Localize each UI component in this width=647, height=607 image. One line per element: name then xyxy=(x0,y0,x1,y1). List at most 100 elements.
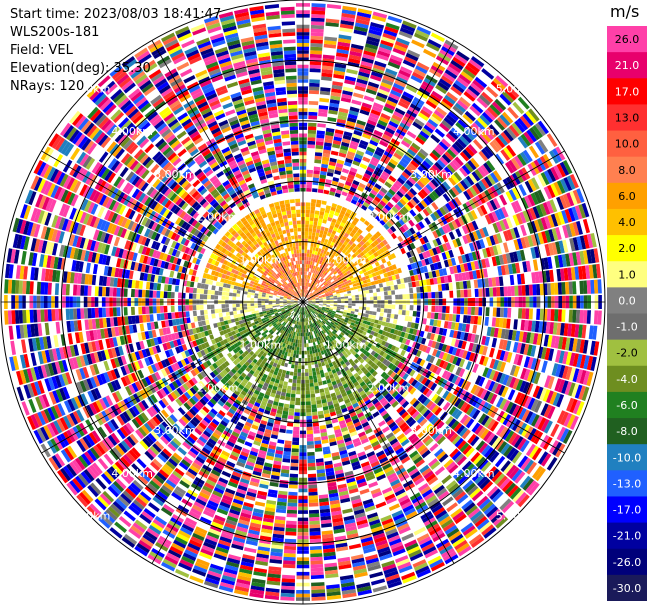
velocity-gate xyxy=(243,502,254,508)
velocity-gate xyxy=(355,231,361,238)
velocity-gate xyxy=(347,320,352,325)
velocity-gate xyxy=(324,309,329,313)
velocity-gate xyxy=(167,549,182,559)
velocity-gate xyxy=(361,204,368,211)
velocity-gate xyxy=(319,312,324,316)
velocity-gate xyxy=(312,246,316,251)
velocity-gate xyxy=(501,500,515,514)
velocity-gate xyxy=(347,193,354,199)
velocity-gate xyxy=(496,233,503,244)
velocity-gate xyxy=(349,316,354,320)
velocity-gate xyxy=(424,217,431,225)
velocity-gate xyxy=(516,438,527,451)
velocity-gate xyxy=(416,293,421,299)
velocity-gate xyxy=(457,119,469,130)
velocity-gate xyxy=(284,351,288,356)
velocity-gate xyxy=(306,321,309,326)
velocity-gate xyxy=(355,123,365,130)
velocity-gate xyxy=(331,312,336,316)
velocity-gate xyxy=(341,206,348,212)
velocity-gate xyxy=(327,216,333,222)
velocity-gate xyxy=(336,295,341,298)
velocity-gate xyxy=(348,303,352,306)
velocity-gate xyxy=(339,494,350,500)
velocity-gate xyxy=(380,174,388,181)
velocity-gate xyxy=(246,461,255,467)
velocity-gate xyxy=(559,161,570,176)
velocity-gate xyxy=(310,316,313,320)
velocity-gate xyxy=(419,418,428,427)
velocity-gate xyxy=(325,127,335,133)
velocity-gate xyxy=(515,406,524,419)
velocity-gate xyxy=(485,287,490,297)
velocity-gate xyxy=(378,46,392,55)
velocity-gate xyxy=(399,398,407,406)
velocity-gate xyxy=(560,268,565,281)
velocity-gate xyxy=(493,327,499,338)
velocity-gate xyxy=(369,139,379,147)
velocity-gate xyxy=(215,483,226,491)
velocity-gate xyxy=(362,279,368,284)
velocity-gate xyxy=(408,176,417,185)
velocity-gate xyxy=(408,257,414,264)
velocity-gate xyxy=(294,343,298,347)
velocity-gate xyxy=(255,460,265,466)
velocity-gate xyxy=(513,319,518,330)
velocity-gate xyxy=(425,206,433,215)
velocity-gate xyxy=(405,416,414,425)
velocity-gate xyxy=(403,365,410,373)
velocity-gate xyxy=(452,356,459,365)
velocity-gate xyxy=(253,467,263,473)
velocity-gate xyxy=(395,447,405,455)
velocity-gate xyxy=(328,213,334,219)
velocity-gate xyxy=(531,320,536,332)
velocity-gate xyxy=(266,402,273,408)
velocity-gate xyxy=(365,307,370,311)
velocity-gate xyxy=(348,358,354,364)
velocity-gate xyxy=(400,349,406,357)
velocity-gate xyxy=(400,66,413,75)
velocity-gate xyxy=(399,422,408,430)
velocity-gate xyxy=(357,74,369,82)
velocity-gate xyxy=(326,274,331,279)
velocity-gate xyxy=(430,213,438,222)
velocity-gate xyxy=(353,226,360,232)
velocity-gate xyxy=(343,265,348,270)
velocity-gate xyxy=(417,336,423,344)
velocity-gate xyxy=(525,308,530,320)
velocity-gate xyxy=(285,370,290,375)
velocity-gate xyxy=(383,223,390,230)
velocity-gate xyxy=(564,381,573,396)
velocity-gate xyxy=(407,201,415,209)
velocity-gate xyxy=(450,127,461,138)
velocity-gate xyxy=(310,553,323,558)
velocity-gate xyxy=(274,457,282,462)
velocity-gate xyxy=(281,373,286,378)
velocity-gate xyxy=(500,328,506,339)
velocity-gate xyxy=(456,455,467,466)
velocity-gate xyxy=(416,533,430,543)
velocity-gate xyxy=(337,270,342,275)
velocity-gate xyxy=(565,224,573,238)
velocity-gate xyxy=(308,101,319,106)
velocity-gate xyxy=(334,327,339,332)
velocity-gate xyxy=(171,542,185,552)
velocity-gate xyxy=(574,266,580,280)
velocity-gate xyxy=(486,201,495,212)
velocity-gate xyxy=(310,560,323,565)
velocity-gate xyxy=(410,75,423,84)
velocity-gate xyxy=(429,278,435,285)
velocity-gate xyxy=(396,190,404,198)
velocity-gate xyxy=(328,338,333,343)
velocity-gate xyxy=(234,589,249,596)
velocity-gate xyxy=(311,305,315,308)
velocity-gate xyxy=(315,305,319,307)
velocity-gate xyxy=(383,567,398,575)
velocity-gate xyxy=(337,344,342,350)
velocity-gate xyxy=(349,231,355,238)
velocity-gate xyxy=(424,379,431,387)
velocity-gate xyxy=(294,415,300,420)
velocity-gate xyxy=(365,428,373,435)
velocity-gate xyxy=(318,494,329,499)
velocity-gate xyxy=(392,373,400,381)
